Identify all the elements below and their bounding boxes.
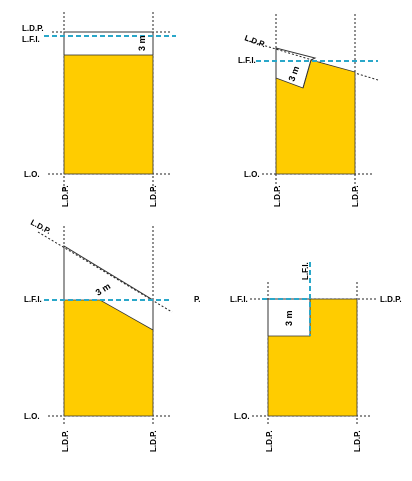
setback-outline [63, 245, 154, 330]
ldp-label-bottom-right: L.D.P. [353, 430, 362, 452]
ldp-label: L.D.P. [380, 295, 402, 304]
dimension-label: 3 m [94, 281, 112, 298]
ldp-label-bottom-right: L.D.P. [149, 430, 158, 452]
lfi-label: L.F.I. [230, 295, 248, 304]
ldp-label: L.D.P. [243, 33, 266, 49]
building-volume [63, 299, 154, 417]
lo-label: L.O. [244, 170, 260, 179]
lfi-label: L.F.I. [24, 295, 42, 304]
panel-bottom-left: L.D.P. L.F.I. L.O. 3 m P. L.D.P. L.D.P. [24, 218, 201, 452]
ldp-label-bottom-left: L.D.P. [61, 185, 70, 207]
setback-outline [275, 47, 317, 89]
ldp-label-bottom-left: L.D.P. [265, 430, 274, 452]
ldp-label: L.D.P. [29, 218, 52, 236]
dimension-label: 3 m [137, 35, 147, 51]
dimension-label: 3 m [286, 65, 301, 83]
stray-label: P. [194, 295, 201, 304]
setback-outline [63, 31, 154, 55]
building-volume [267, 298, 358, 417]
dimension-label: 3 m [284, 310, 294, 326]
ldp-label: L.D.P. [22, 24, 44, 33]
lo-label: L.O. [234, 412, 250, 421]
lo-label: L.O. [24, 412, 40, 421]
ldp-label-bottom-left: L.D.P. [273, 185, 282, 207]
lfi-label-vertical: L.F.I. [301, 262, 310, 280]
lfi-label: L.F.I. [238, 56, 256, 65]
panel-top-left: L.D.P. L.F.I. L.O. 3 m L.D.P. L.D.P. [22, 12, 176, 207]
ldp-label-bottom-right: L.D.P. [149, 185, 158, 207]
panel-bottom-right: L.F.I. L.F.I. L.D.P. L.O. 3 m L.D.P. L.D… [230, 262, 402, 452]
ldp-label-bottom-right: L.D.P. [351, 185, 360, 207]
panel-top-right: L.D.P. L.F.I. L.O. 3 m L.D.P. L.D.P. [238, 14, 379, 207]
lo-label: L.O. [24, 170, 40, 179]
ldp-label-bottom-left: L.D.P. [61, 430, 70, 452]
lfi-label: L.F.I. [22, 35, 40, 44]
building-volume [63, 54, 154, 175]
